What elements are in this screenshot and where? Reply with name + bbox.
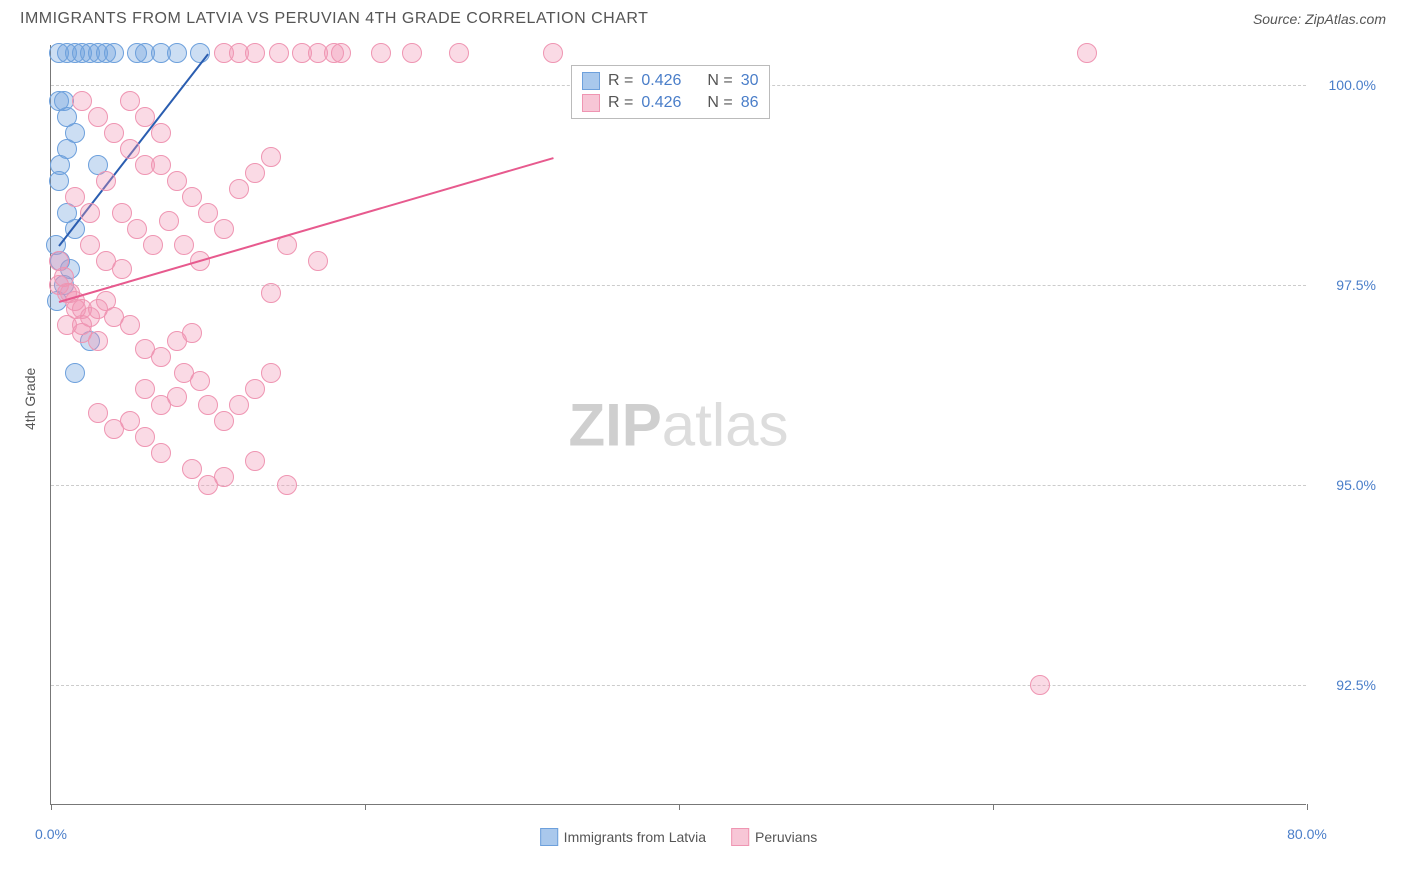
scatter-point — [198, 395, 218, 415]
scatter-point — [229, 179, 249, 199]
legend-label: Immigrants from Latvia — [564, 829, 706, 845]
r-value: 0.426 — [641, 94, 681, 112]
scatter-point — [50, 155, 70, 175]
scatter-point — [182, 187, 202, 207]
scatter-point — [543, 43, 563, 63]
scatter-point — [120, 315, 140, 335]
y-axis-label: 4th Grade — [22, 368, 38, 430]
n-label: N = — [707, 94, 732, 112]
scatter-point — [1030, 675, 1050, 695]
n-value: 86 — [741, 94, 759, 112]
chart-container: ZIPatlas 92.5%95.0%97.5%100.0%0.0%80.0%R… — [50, 45, 1380, 835]
chart-title: IMMIGRANTS FROM LATVIA VS PERUVIAN 4TH G… — [20, 10, 648, 28]
legend-label: Peruvians — [755, 829, 817, 845]
ytick-label: 95.0% — [1316, 477, 1376, 493]
scatter-point — [65, 187, 85, 207]
scatter-point — [88, 403, 108, 423]
scatter-point — [182, 323, 202, 343]
scatter-point — [245, 163, 265, 183]
chart-source: Source: ZipAtlas.com — [1253, 11, 1386, 27]
scatter-point — [174, 235, 194, 255]
gridline-h — [51, 285, 1306, 286]
correlation-legend: R = 0.426 N = 30 R = 0.426 N = 86 — [571, 65, 770, 119]
scatter-point — [1077, 43, 1097, 63]
n-label: N = — [707, 72, 732, 90]
series-legend: Immigrants from Latvia Peruvians — [540, 828, 818, 846]
legend-swatch — [731, 828, 749, 846]
legend-swatch — [582, 72, 600, 90]
scatter-point — [167, 387, 187, 407]
r-label: R = — [608, 72, 633, 90]
xtick-label: 80.0% — [1287, 826, 1327, 842]
scatter-point — [135, 427, 155, 447]
plot-area: ZIPatlas 92.5%95.0%97.5%100.0%0.0%80.0%R… — [50, 45, 1306, 805]
scatter-point — [261, 283, 281, 303]
ytick-label: 100.0% — [1316, 77, 1376, 93]
r-value: 0.426 — [641, 72, 681, 90]
scatter-point — [269, 43, 289, 63]
scatter-point — [143, 235, 163, 255]
scatter-point — [151, 443, 171, 463]
scatter-point — [88, 331, 108, 351]
scatter-point — [167, 43, 187, 63]
scatter-point — [112, 203, 132, 223]
scatter-point — [151, 155, 171, 175]
ytick-label: 97.5% — [1316, 277, 1376, 293]
scatter-point — [182, 459, 202, 479]
scatter-point — [402, 43, 422, 63]
scatter-point — [449, 43, 469, 63]
scatter-point — [72, 91, 92, 111]
scatter-point — [54, 91, 74, 111]
scatter-point — [112, 259, 132, 279]
scatter-point — [331, 43, 351, 63]
scatter-point — [371, 43, 391, 63]
scatter-point — [308, 251, 328, 271]
gridline-h — [51, 685, 1306, 686]
xtick — [365, 804, 366, 810]
scatter-point — [104, 43, 124, 63]
xtick — [1307, 804, 1308, 810]
scatter-point — [214, 219, 234, 239]
scatter-point — [245, 379, 265, 399]
scatter-point — [261, 147, 281, 167]
scatter-point — [229, 395, 249, 415]
scatter-point — [120, 411, 140, 431]
xtick — [679, 804, 680, 810]
scatter-point — [277, 475, 297, 495]
scatter-point — [151, 123, 171, 143]
scatter-point — [167, 171, 187, 191]
scatter-point — [104, 123, 124, 143]
scatter-point — [190, 371, 210, 391]
scatter-point — [120, 139, 140, 159]
scatter-point — [198, 203, 218, 223]
scatter-point — [80, 203, 100, 223]
scatter-point — [159, 211, 179, 231]
n-value: 30 — [741, 72, 759, 90]
scatter-point — [72, 315, 92, 335]
scatter-point — [214, 411, 234, 431]
scatter-point — [135, 379, 155, 399]
scatter-point — [151, 347, 171, 367]
scatter-point — [80, 235, 100, 255]
watermark: ZIPatlas — [568, 390, 788, 459]
xtick — [993, 804, 994, 810]
scatter-point — [245, 451, 265, 471]
scatter-point — [135, 107, 155, 127]
gridline-h — [51, 485, 1306, 486]
scatter-point — [214, 467, 234, 487]
xtick — [51, 804, 52, 810]
xtick-label: 0.0% — [35, 826, 67, 842]
legend-swatch — [582, 94, 600, 112]
scatter-point — [261, 363, 281, 383]
scatter-point — [88, 107, 108, 127]
scatter-point — [127, 219, 147, 239]
scatter-point — [96, 171, 116, 191]
scatter-point — [245, 43, 265, 63]
scatter-point — [120, 91, 140, 111]
ytick-label: 92.5% — [1316, 677, 1376, 693]
r-label: R = — [608, 94, 633, 112]
scatter-point — [65, 363, 85, 383]
legend-swatch — [540, 828, 558, 846]
